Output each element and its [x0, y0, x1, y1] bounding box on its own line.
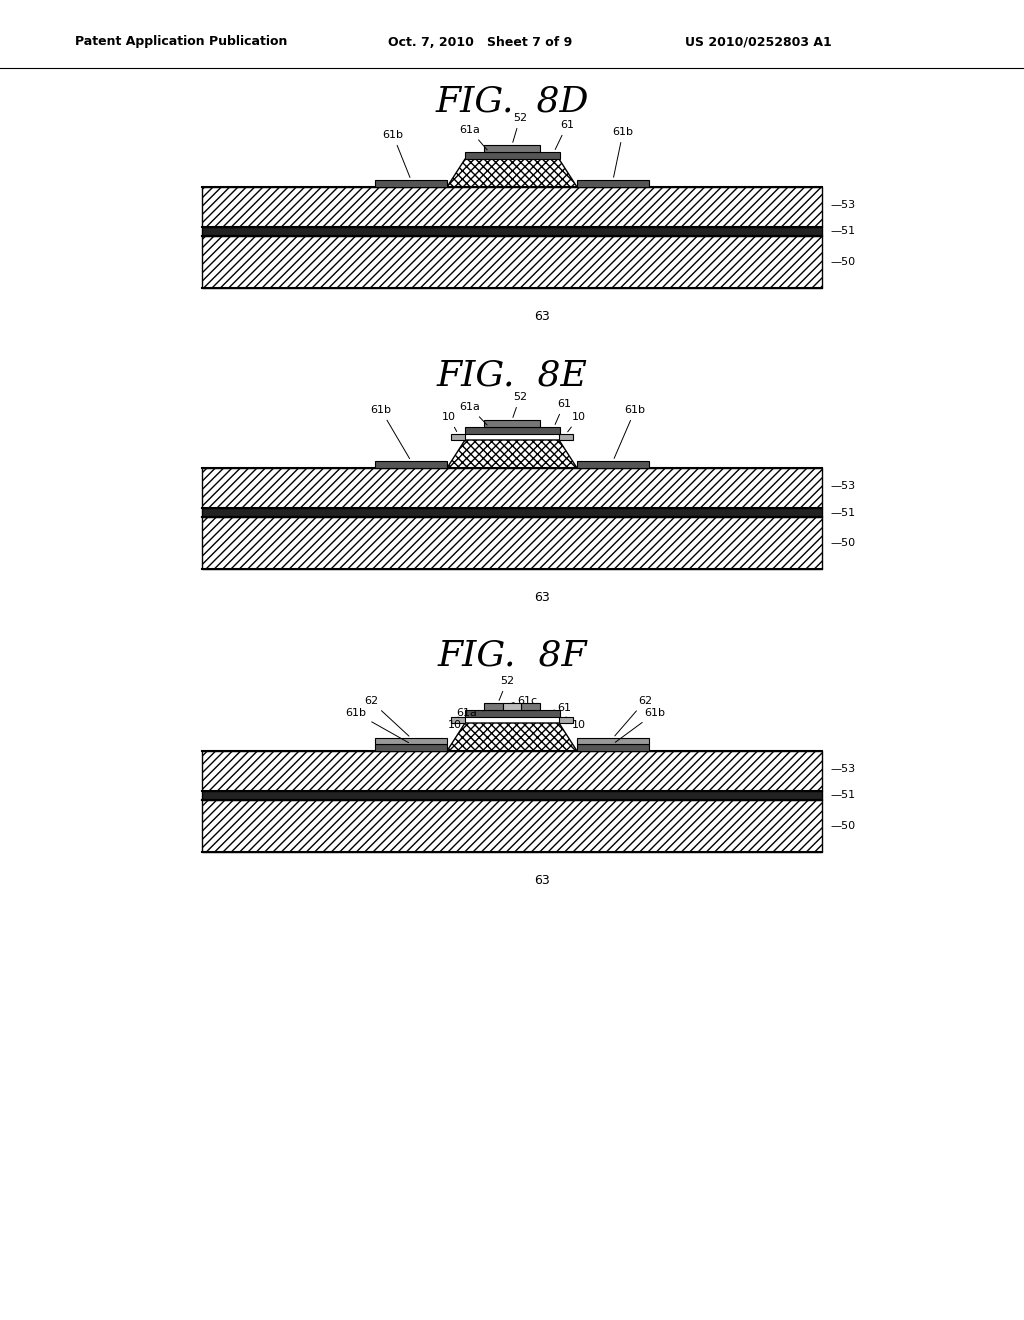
- Bar: [375, 180, 447, 187]
- Text: FIG.  8F: FIG. 8F: [437, 639, 587, 673]
- Bar: [484, 704, 503, 710]
- Bar: [484, 145, 540, 152]
- Bar: [465, 426, 560, 434]
- Polygon shape: [447, 723, 577, 751]
- Text: —51: —51: [830, 791, 855, 800]
- Bar: [375, 738, 447, 744]
- Text: —50: —50: [830, 821, 855, 832]
- Text: —53: —53: [830, 764, 855, 774]
- Text: 61b: 61b: [383, 129, 410, 177]
- Bar: [375, 744, 447, 751]
- Bar: [375, 461, 447, 469]
- Text: 61b: 61b: [371, 405, 410, 458]
- Text: 61: 61: [555, 399, 571, 425]
- Text: 52: 52: [513, 114, 527, 143]
- Text: 61a: 61a: [460, 125, 487, 150]
- Bar: [451, 717, 465, 723]
- Text: 61b: 61b: [615, 708, 666, 742]
- Text: US 2010/0252803 A1: US 2010/0252803 A1: [685, 36, 831, 49]
- Text: 61a: 61a: [460, 403, 487, 425]
- Bar: [451, 434, 465, 440]
- Bar: [202, 791, 822, 800]
- Bar: [484, 420, 540, 426]
- Bar: [202, 508, 822, 517]
- Bar: [202, 187, 822, 227]
- Text: 62: 62: [614, 696, 652, 735]
- Bar: [202, 469, 822, 508]
- Text: —51: —51: [830, 227, 855, 236]
- Bar: [465, 152, 560, 158]
- Text: —53: —53: [830, 480, 855, 491]
- Text: 61b: 61b: [345, 708, 409, 743]
- Text: 63: 63: [535, 310, 550, 323]
- Text: 63: 63: [535, 874, 550, 887]
- Bar: [521, 704, 540, 710]
- Text: 63: 63: [535, 591, 550, 605]
- Bar: [202, 800, 822, 851]
- Text: 10: 10: [442, 412, 457, 432]
- Bar: [577, 180, 649, 187]
- Text: 52: 52: [499, 676, 514, 701]
- Text: —50: —50: [830, 539, 855, 548]
- Text: 61b: 61b: [612, 127, 634, 177]
- Text: —50: —50: [830, 257, 855, 267]
- Text: 61: 61: [555, 120, 574, 149]
- Text: FIG.  8E: FIG. 8E: [436, 358, 588, 392]
- Text: Oct. 7, 2010   Sheet 7 of 9: Oct. 7, 2010 Sheet 7 of 9: [388, 36, 572, 49]
- Bar: [577, 461, 649, 469]
- Text: FIG.  8D: FIG. 8D: [435, 84, 589, 119]
- Polygon shape: [447, 440, 577, 469]
- Text: —51: —51: [830, 507, 855, 517]
- Bar: [503, 704, 521, 710]
- Text: 61a: 61a: [457, 708, 486, 718]
- Text: 61c: 61c: [512, 696, 537, 706]
- Text: 10: 10: [567, 412, 586, 432]
- Bar: [202, 236, 822, 288]
- Text: 10: 10: [566, 717, 586, 730]
- Bar: [577, 738, 649, 744]
- Text: Patent Application Publication: Patent Application Publication: [75, 36, 288, 49]
- Bar: [559, 434, 573, 440]
- Bar: [559, 717, 573, 723]
- Bar: [202, 227, 822, 236]
- Bar: [465, 710, 560, 717]
- Text: —53: —53: [830, 201, 855, 210]
- Bar: [202, 517, 822, 569]
- Polygon shape: [447, 158, 577, 187]
- Text: 61b: 61b: [614, 405, 645, 458]
- Text: 62: 62: [364, 696, 409, 737]
- Bar: [202, 751, 822, 791]
- Text: 10: 10: [449, 717, 462, 730]
- Text: 52: 52: [513, 392, 527, 417]
- Text: 61: 61: [554, 704, 571, 713]
- Bar: [577, 744, 649, 751]
